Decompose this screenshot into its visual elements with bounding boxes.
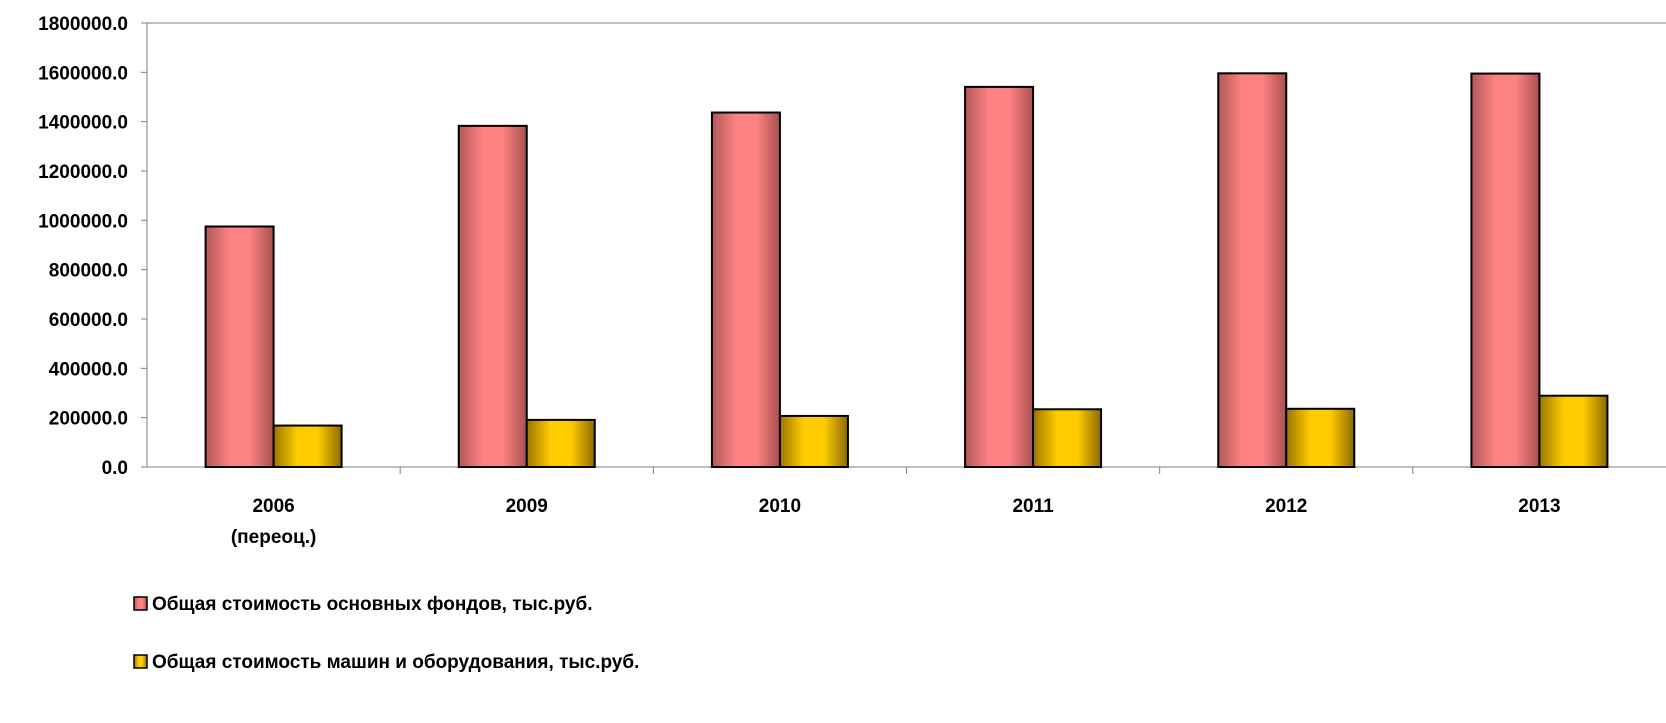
- bars: [204, 72, 1609, 469]
- bar-machinery-2012: [1285, 407, 1356, 468]
- tick-labels: 0.0 200000.0 400000.0 600000.0 800000.0 10000…: [38, 14, 1560, 548]
- x-tick-label: 2006: [252, 496, 294, 517]
- y-tick-label: 1400000.0: [38, 113, 128, 134]
- x-tick-label: 2012: [1265, 496, 1307, 517]
- x-tick-label: 2011: [1012, 496, 1054, 517]
- y-tick-label: 1200000.0: [38, 162, 128, 183]
- bar-fixed-assets-2006: [204, 225, 275, 468]
- y-tick-label: 0.0: [102, 458, 128, 479]
- bar-fixed-assets-2013: [1470, 72, 1541, 468]
- bar-fixed-assets-2011: [964, 85, 1035, 469]
- legend: Общая стоимость основных фондов, тыс.руб…: [133, 594, 639, 673]
- bar-machinery-2006: [272, 424, 343, 468]
- bar-machinery-2011: [1032, 408, 1103, 468]
- bar-fixed-assets-2009: [457, 124, 528, 469]
- legend-swatch-machinery: [133, 654, 148, 669]
- y-tick-label: 1800000.0: [38, 14, 128, 35]
- bar-machinery-2013: [1538, 394, 1609, 469]
- x-tick-label: 2010: [759, 496, 801, 517]
- x-tick-label: 2013: [1518, 496, 1560, 517]
- y-tick-label: 600000.0: [49, 310, 128, 331]
- axes: [141, 22, 1666, 474]
- bar-fixed-assets-2010: [710, 111, 781, 468]
- x-tick-label: (переоц.): [231, 527, 316, 548]
- y-tick-label: 800000.0: [49, 261, 128, 282]
- legend-swatch-fixed-assets: [133, 596, 148, 611]
- bar-machinery-2010: [778, 414, 849, 469]
- x-tick-label: 2009: [506, 496, 548, 517]
- bar-machinery-2009: [525, 418, 596, 468]
- y-tick-label: 200000.0: [49, 409, 128, 430]
- legend-label-fixed-assets: Общая стоимость основных фондов, тыс.руб…: [152, 594, 593, 615]
- legend-label-machinery: Общая стоимость машин и оборудования, ты…: [152, 652, 639, 673]
- bar-fixed-assets-2012: [1217, 72, 1288, 468]
- y-tick-label: 1600000.0: [38, 63, 128, 84]
- y-tick-label: 400000.0: [49, 359, 128, 380]
- y-tick-label: 1000000.0: [38, 211, 128, 232]
